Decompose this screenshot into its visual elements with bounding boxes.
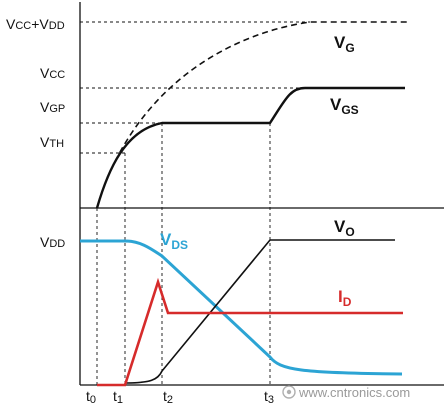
vds-label: VDS (160, 230, 188, 252)
vo-label: VO (334, 217, 355, 239)
vcc-vdd-tick-label: VCC+VDD (6, 16, 65, 32)
vgs-curve (95, 86, 405, 209)
vcc-tick-label: VCC (40, 65, 65, 81)
watermark-logo-dot (286, 389, 292, 395)
vo-curve (124, 239, 395, 384)
id-curve (97, 277, 403, 387)
upper-guides (80, 21, 310, 154)
watermark: www.cntronics.com (282, 385, 410, 400)
t1-label: t1 (113, 388, 123, 406)
time-guides (96, 123, 271, 385)
t0-label: t0 (86, 388, 96, 406)
vth-tick-label: VTH (40, 134, 64, 150)
vds-curve (80, 239, 403, 376)
watermark-logo-icon (282, 385, 296, 399)
vdd-tick-label: VDD (40, 234, 65, 250)
t2-label: t2 (163, 388, 173, 406)
id-label: ID (338, 287, 352, 309)
watermark-text: www.cntronics.com (298, 385, 410, 400)
t3-label: t3 (264, 388, 274, 406)
vgp-tick-label: VGP (40, 99, 65, 115)
vgs-label: VGS (330, 95, 359, 117)
vg-curve (96, 21, 410, 209)
vg-label: VG (334, 33, 355, 55)
